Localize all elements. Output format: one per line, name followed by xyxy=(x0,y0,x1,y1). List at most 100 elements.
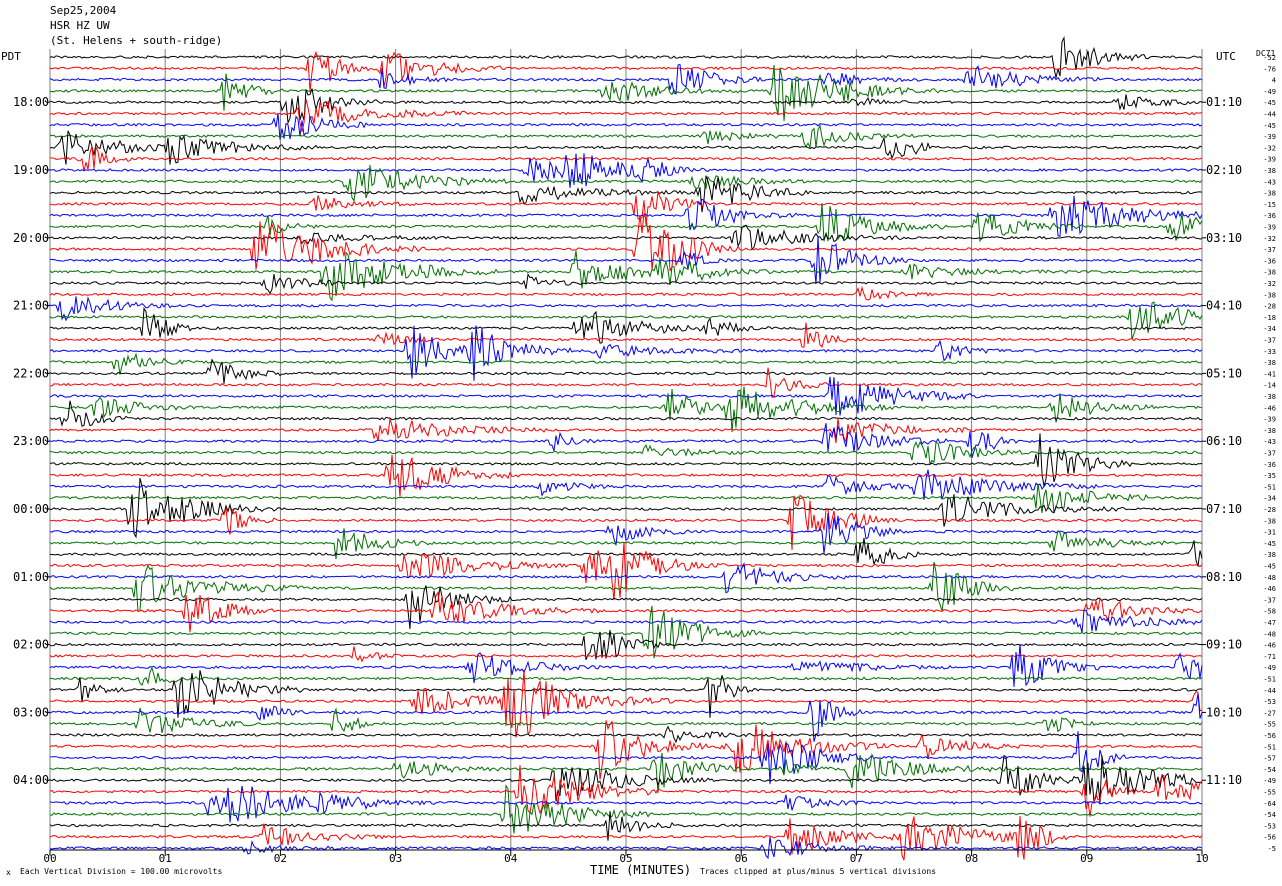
hour-label-right: 11:10 xyxy=(1206,773,1242,787)
seismic-trace xyxy=(49,754,1203,803)
dc-offset-label: -53 xyxy=(1263,698,1276,706)
seismic-trace xyxy=(49,190,1203,225)
dc-offset-label: -57 xyxy=(1263,755,1276,763)
seismic-trace xyxy=(49,358,1203,384)
seismic-trace xyxy=(49,720,1203,780)
dc-offset-label: -52 xyxy=(1263,54,1276,62)
hour-label-left: 20:00 xyxy=(13,231,49,245)
seismic-trace xyxy=(49,784,1203,834)
dc-offset-label: -39 xyxy=(1263,133,1276,141)
date-label: Sep25,2004 xyxy=(50,4,117,17)
dc-offset-label: -31 xyxy=(1263,529,1276,537)
x-tick-label: 02 xyxy=(274,852,287,865)
seismic-trace xyxy=(49,352,1203,375)
seismic-trace xyxy=(49,811,1203,841)
hour-label-right: 06:10 xyxy=(1206,434,1242,448)
seismic-trace xyxy=(49,296,1203,322)
seismic-trace xyxy=(49,666,1203,686)
seismic-trace xyxy=(49,707,1203,734)
x-tick-label: 10 xyxy=(1195,852,1208,865)
seismic-trace xyxy=(49,528,1203,560)
seismic-trace xyxy=(49,494,1202,550)
dc-offset-label: -56 xyxy=(1263,834,1276,842)
dc-offset-label: -38 xyxy=(1263,517,1276,525)
dc-offset-label: -34 xyxy=(1263,495,1276,503)
seismic-trace xyxy=(49,585,1203,629)
seismic-trace xyxy=(49,815,1203,861)
dc-header: DC71 xyxy=(1256,49,1276,58)
hour-label-left: 01:00 xyxy=(13,570,49,584)
seismic-trace xyxy=(49,731,1203,785)
dc-offset-label: -36 xyxy=(1263,257,1276,265)
dc-offset-label: -49 xyxy=(1263,88,1276,96)
hour-label-right: 05:10 xyxy=(1206,366,1242,380)
dc-offset-label: -14 xyxy=(1263,382,1276,390)
seismic-trace xyxy=(49,693,1203,742)
seismic-trace xyxy=(49,836,1203,860)
dc-offset-label: -37 xyxy=(1263,246,1276,254)
dc-offset-label: -38 xyxy=(1263,551,1276,559)
dc-offset-label: -64 xyxy=(1263,800,1276,808)
x-tick-label: 07 xyxy=(850,852,863,865)
dc-offset-label: -45 xyxy=(1263,99,1276,107)
hour-label-left: 04:00 xyxy=(13,773,49,787)
seismic-trace xyxy=(49,441,1203,466)
seismic-trace xyxy=(49,195,1203,237)
seismic-trace xyxy=(49,224,1203,251)
location-label: (St. Helens + south-ridge) xyxy=(50,34,223,47)
corner-mark: x xyxy=(6,868,11,877)
dc-offset-label: -49 xyxy=(1263,664,1276,672)
hour-label-left: 22:00 xyxy=(13,366,49,380)
dc-offset-label: -71 xyxy=(1263,653,1276,661)
seismic-trace xyxy=(49,203,1203,243)
seismic-trace xyxy=(49,175,1203,213)
dc-offset-label: 4 xyxy=(1272,77,1276,85)
dc-offset-label: -39 xyxy=(1263,416,1276,424)
seismic-trace xyxy=(49,35,1203,78)
dc-offset-label: -76 xyxy=(1263,65,1276,73)
hour-label-right: 02:10 xyxy=(1206,163,1242,177)
seismic-trace xyxy=(49,113,1203,140)
x-axis-label: TIME (MINUTES) xyxy=(590,863,692,877)
dc-offset-label: -18 xyxy=(1263,314,1276,322)
dc-offset-label: -38 xyxy=(1263,291,1276,299)
seismic-trace xyxy=(49,322,1203,348)
seismic-trace xyxy=(49,235,1203,285)
seismic-trace xyxy=(49,376,1203,416)
seismic-trace xyxy=(49,250,1203,302)
seismic-trace xyxy=(49,325,1203,381)
seismic-trace xyxy=(49,306,1203,344)
dc-offset-label: -33 xyxy=(1263,348,1276,356)
dc-offset-label: -56 xyxy=(1263,732,1276,740)
dc-offset-label: -32 xyxy=(1263,280,1276,288)
dc-offset-label: -41 xyxy=(1263,370,1276,378)
dc-offset-label: -38 xyxy=(1263,393,1276,401)
seismic-trace xyxy=(49,454,1203,497)
dc-offset-label: -28 xyxy=(1263,506,1276,514)
hour-label-right: 09:10 xyxy=(1206,638,1242,652)
seismic-trace xyxy=(49,644,1203,687)
hour-label-left: 03:00 xyxy=(13,705,49,719)
hour-label-left: 21:00 xyxy=(13,299,49,313)
seismic-trace xyxy=(49,64,1203,121)
x-tick-label: 06 xyxy=(735,852,748,865)
dc-offset-label: -53 xyxy=(1263,822,1276,830)
seismic-trace xyxy=(49,285,1203,301)
hour-label-right: 04:10 xyxy=(1206,299,1242,313)
seismic-trace xyxy=(49,130,1203,165)
dc-offset-label: -36 xyxy=(1263,212,1276,220)
seismic-trace xyxy=(49,423,1203,458)
dc-offset-label: -38 xyxy=(1263,269,1276,277)
dc-offset-label: -46 xyxy=(1263,642,1276,650)
dc-offset-label: -49 xyxy=(1263,777,1276,785)
dc-offset-label: -51 xyxy=(1263,743,1276,751)
seismic-trace xyxy=(49,153,1203,188)
seismic-trace xyxy=(49,273,1203,295)
dc-offset-label: -32 xyxy=(1263,235,1276,243)
seismic-trace xyxy=(49,591,1203,633)
dc-offset-label: -36 xyxy=(1263,461,1276,469)
seismic-trace xyxy=(49,164,1203,203)
dc-offset-label: -51 xyxy=(1263,676,1276,684)
x-tick-label: 03 xyxy=(389,852,402,865)
